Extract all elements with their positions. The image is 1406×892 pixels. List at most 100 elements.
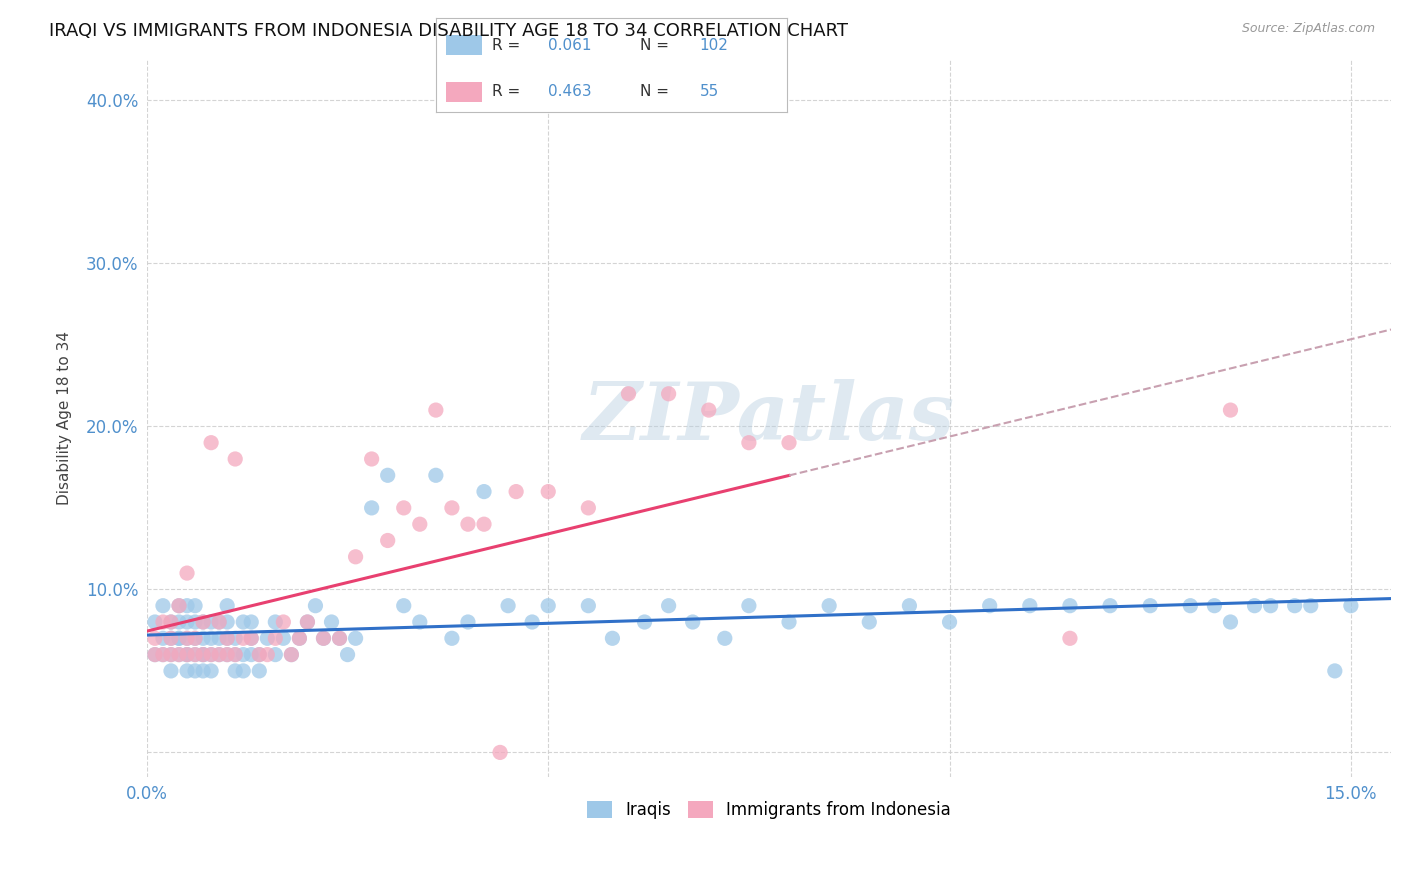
Point [344, 632, 367, 646]
Point [247, 648, 270, 662]
Point [224, 632, 246, 646]
Text: N =: N = [640, 85, 673, 99]
Point [778, 435, 800, 450]
Point [697, 403, 720, 417]
Point [232, 648, 254, 662]
Point [224, 664, 246, 678]
Point [328, 632, 350, 646]
Point [256, 648, 278, 662]
Point [377, 468, 399, 483]
Text: R =: R = [492, 85, 526, 99]
Point [200, 435, 222, 450]
Point [297, 615, 319, 629]
Point [232, 664, 254, 678]
Point [224, 452, 246, 467]
Point [1340, 599, 1362, 613]
Point [184, 632, 207, 646]
Point [409, 615, 432, 629]
Point [280, 648, 302, 662]
Point [200, 632, 222, 646]
Point [321, 615, 343, 629]
Point [184, 648, 207, 662]
Point [217, 615, 239, 629]
Point [176, 632, 198, 646]
Point [1059, 599, 1081, 613]
Point [217, 632, 239, 646]
Point [738, 435, 761, 450]
Point [240, 615, 263, 629]
Point [200, 648, 222, 662]
Point [160, 648, 183, 662]
Point [288, 632, 311, 646]
Point [208, 615, 231, 629]
Point [1059, 632, 1081, 646]
Point [191, 648, 214, 662]
Point [160, 615, 183, 629]
Point [224, 648, 246, 662]
Point [240, 632, 263, 646]
Point [778, 615, 800, 629]
Point [472, 484, 495, 499]
Point [392, 500, 415, 515]
Point [143, 648, 166, 662]
Point [633, 615, 655, 629]
Point [714, 632, 737, 646]
Point [617, 386, 640, 401]
Point [200, 615, 222, 629]
Point [440, 632, 463, 646]
Point [240, 632, 263, 646]
Point [152, 599, 174, 613]
Point [264, 648, 287, 662]
Point [304, 599, 326, 613]
Point [208, 632, 231, 646]
Point [217, 632, 239, 646]
Point [224, 648, 246, 662]
Point [184, 648, 207, 662]
Point [191, 632, 214, 646]
Point [200, 664, 222, 678]
Point [537, 484, 560, 499]
Text: 0.463: 0.463 [548, 85, 592, 99]
Point [217, 648, 239, 662]
Point [184, 664, 207, 678]
Point [457, 615, 479, 629]
Point [1323, 664, 1346, 678]
Point [143, 648, 166, 662]
Point [273, 632, 295, 646]
Point [152, 648, 174, 662]
Point [522, 615, 544, 629]
Point [280, 648, 302, 662]
Point [1219, 615, 1241, 629]
Point [658, 599, 681, 613]
Point [247, 664, 270, 678]
Point [184, 615, 207, 629]
Point [979, 599, 1001, 613]
Point [191, 648, 214, 662]
Point [1243, 599, 1265, 613]
Point [167, 648, 190, 662]
Point [184, 599, 207, 613]
Point [217, 648, 239, 662]
FancyBboxPatch shape [447, 81, 481, 103]
Point [1284, 599, 1306, 613]
Y-axis label: Disability Age 18 to 34: Disability Age 18 to 34 [58, 331, 72, 505]
Text: 102: 102 [700, 37, 728, 53]
Point [232, 632, 254, 646]
Point [425, 468, 447, 483]
Point [537, 599, 560, 613]
Point [240, 648, 263, 662]
Point [167, 599, 190, 613]
Point [576, 599, 599, 613]
Point [1204, 599, 1226, 613]
Point [392, 599, 415, 613]
Point [167, 648, 190, 662]
Point [176, 648, 198, 662]
Point [312, 632, 335, 646]
Point [658, 386, 681, 401]
Point [176, 566, 198, 580]
Point [191, 648, 214, 662]
Point [496, 599, 519, 613]
Point [1219, 403, 1241, 417]
Text: Source: ZipAtlas.com: Source: ZipAtlas.com [1241, 22, 1375, 36]
Point [167, 632, 190, 646]
